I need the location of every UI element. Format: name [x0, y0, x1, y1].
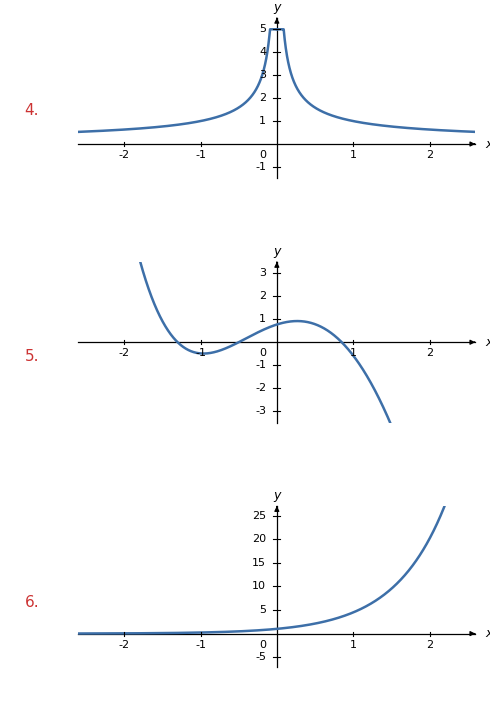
Text: 1: 1 — [350, 640, 357, 650]
Text: -1: -1 — [255, 162, 266, 172]
Text: -5: -5 — [255, 652, 266, 662]
Text: -2: -2 — [119, 150, 130, 160]
Text: 3: 3 — [259, 70, 266, 80]
Text: 1: 1 — [350, 150, 357, 160]
Text: y: y — [273, 245, 281, 258]
Text: 1: 1 — [259, 116, 266, 126]
Text: x: x — [485, 627, 490, 640]
Text: y: y — [273, 489, 281, 502]
Text: 15: 15 — [252, 558, 266, 568]
Text: -1: -1 — [195, 150, 206, 160]
Text: 1: 1 — [259, 314, 266, 324]
Text: -2: -2 — [255, 383, 266, 393]
Text: 5: 5 — [259, 24, 266, 34]
Text: 20: 20 — [252, 534, 266, 544]
Text: y: y — [273, 1, 281, 14]
Text: 0: 0 — [259, 640, 266, 650]
Text: -1: -1 — [195, 640, 206, 650]
Text: 4: 4 — [259, 47, 266, 57]
Text: 10: 10 — [252, 581, 266, 591]
Text: x: x — [485, 336, 490, 349]
Text: -2: -2 — [119, 348, 130, 358]
Text: -1: -1 — [255, 360, 266, 370]
Text: 25: 25 — [252, 511, 266, 520]
Text: 5.: 5. — [24, 349, 39, 364]
Text: 2: 2 — [259, 292, 266, 302]
Text: 4.: 4. — [24, 103, 39, 118]
Text: 3: 3 — [259, 268, 266, 278]
Text: x: x — [485, 138, 490, 150]
Text: 2: 2 — [259, 93, 266, 103]
Text: 2: 2 — [426, 150, 433, 160]
Text: 5: 5 — [259, 605, 266, 615]
Text: -2: -2 — [119, 640, 130, 650]
Text: 0: 0 — [259, 150, 266, 160]
Text: 6.: 6. — [24, 595, 39, 610]
Text: -3: -3 — [255, 406, 266, 416]
Text: 0: 0 — [259, 348, 266, 358]
Text: 2: 2 — [426, 640, 433, 650]
Text: 1: 1 — [350, 348, 357, 358]
Text: 2: 2 — [426, 348, 433, 358]
Text: -1: -1 — [195, 348, 206, 358]
